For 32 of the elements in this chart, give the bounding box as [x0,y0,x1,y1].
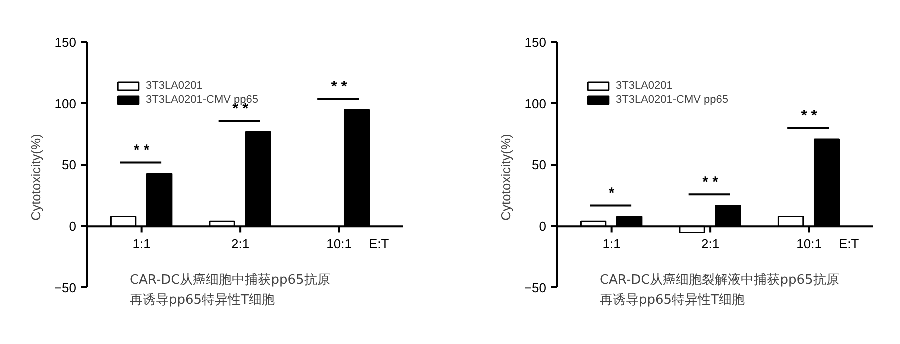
y-tick-label: 50 [532,158,547,173]
annotation: * * [134,142,150,160]
annotation: * [608,185,615,202]
y-tick-label: 100 [524,96,547,112]
legend-label: 3T3LA0201 [146,80,203,92]
x-tick-label: 10:1 [796,236,822,252]
annotation: * * [331,78,348,96]
x-tick-label: 10:1 [326,236,352,252]
annotation: CAR-DC从癌细胞裂解液中捕获pp65抗原 [600,273,840,288]
y-tick-label: 100 [54,96,77,112]
x-axis-title: E:T [838,236,860,252]
y-tick-label: 50 [62,158,77,173]
y-axis-title: Cytotoxicity(%) [28,134,44,221]
y-axis-title: Cytotoxicity(%) [498,134,514,221]
y-tick-label: 0 [69,219,77,234]
annotation: * * [801,108,818,125]
x-tick-label: 2:1 [702,236,720,252]
x-tick-label: 1:1 [602,236,621,252]
x-tick-label: 2:1 [232,236,250,252]
y-tick-label: −50 [54,280,77,296]
text: 再诱导pp65特异性T细胞 [600,292,745,308]
legend-label: 3T3LA0201-CMV pp65 [616,94,729,106]
y-tick-label: 150 [54,35,77,50]
x-tick-label: 1:1 [132,236,151,252]
text: 再诱导pp65特异性T细胞 [130,292,275,308]
annotation: CAR-DC从癌细胞中捕获pp65抗原 [130,273,330,288]
y-tick-label: 150 [524,35,547,50]
y-tick-label: −50 [524,280,547,296]
y-tick-label: 0 [539,219,547,234]
legend-label: 3T3LA0201 [616,80,673,92]
x-axis-title: E:T [368,236,390,252]
annotation: * * [702,174,719,191]
